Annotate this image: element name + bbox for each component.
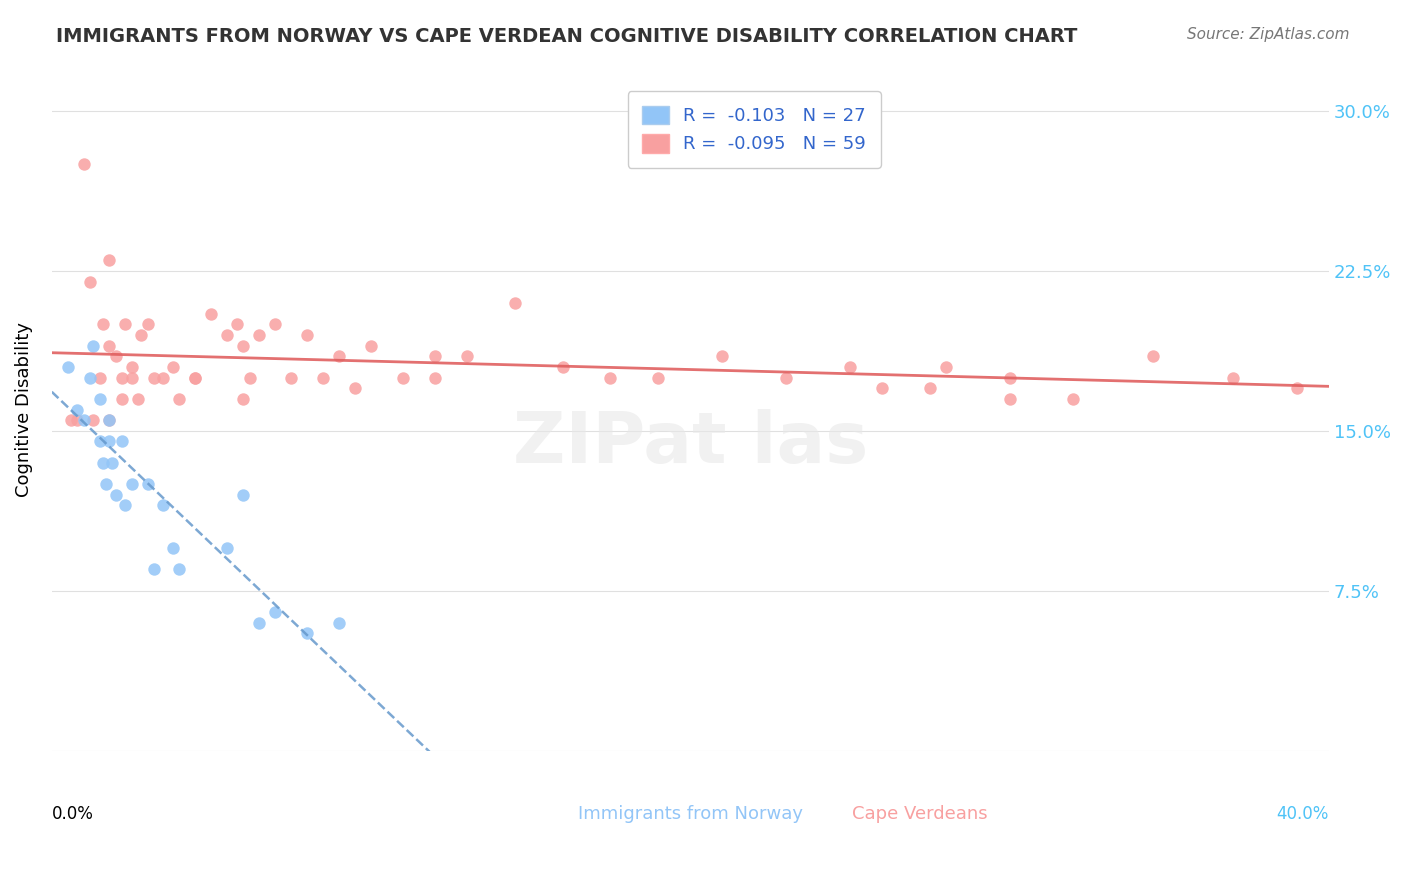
Point bbox=[59, 413, 82, 427]
Text: 0.0%: 0.0% bbox=[52, 805, 94, 823]
Point bbox=[295, 327, 318, 342]
Point bbox=[73, 157, 96, 171]
Point bbox=[66, 413, 89, 427]
Point bbox=[998, 370, 1021, 384]
Point bbox=[66, 402, 89, 417]
Point bbox=[91, 318, 114, 332]
Point bbox=[239, 370, 262, 384]
Point bbox=[423, 370, 446, 384]
Point bbox=[775, 370, 797, 384]
Point bbox=[121, 359, 143, 374]
Point bbox=[82, 338, 104, 352]
Point bbox=[98, 413, 121, 427]
Text: IMMIGRANTS FROM NORWAY VS CAPE VERDEAN COGNITIVE DISABILITY CORRELATION CHART: IMMIGRANTS FROM NORWAY VS CAPE VERDEAN C… bbox=[56, 27, 1077, 45]
Point bbox=[111, 434, 134, 449]
Point bbox=[98, 338, 121, 352]
Point bbox=[217, 327, 239, 342]
Point bbox=[104, 488, 127, 502]
Point bbox=[169, 562, 191, 576]
Point bbox=[935, 359, 957, 374]
Point bbox=[82, 413, 104, 427]
Point bbox=[162, 541, 184, 555]
Point bbox=[152, 370, 174, 384]
Point bbox=[184, 370, 207, 384]
Point bbox=[98, 253, 121, 268]
Point bbox=[79, 370, 101, 384]
Point bbox=[101, 456, 124, 470]
Point bbox=[503, 296, 526, 310]
Point bbox=[232, 488, 254, 502]
Point bbox=[73, 413, 96, 427]
Point bbox=[247, 615, 270, 630]
Text: Cape Verdeans: Cape Verdeans bbox=[852, 805, 988, 823]
Point bbox=[142, 562, 165, 576]
Point bbox=[328, 349, 350, 363]
Point bbox=[217, 541, 239, 555]
Point bbox=[127, 392, 149, 406]
Point bbox=[838, 359, 860, 374]
Point bbox=[1142, 349, 1164, 363]
Point bbox=[551, 359, 574, 374]
Point bbox=[1062, 392, 1084, 406]
Point bbox=[295, 626, 318, 640]
Point bbox=[280, 370, 302, 384]
Point bbox=[392, 370, 415, 384]
Point bbox=[232, 338, 254, 352]
Point bbox=[456, 349, 478, 363]
Point bbox=[136, 318, 159, 332]
Text: Immigrants from Norway: Immigrants from Norway bbox=[578, 805, 803, 823]
Legend: R =  -0.103   N = 27, R =  -0.095   N = 59: R = -0.103 N = 27, R = -0.095 N = 59 bbox=[627, 91, 880, 168]
Point bbox=[114, 499, 136, 513]
Point bbox=[344, 381, 367, 395]
Point bbox=[114, 318, 136, 332]
Point bbox=[200, 307, 222, 321]
Point bbox=[184, 370, 207, 384]
Point bbox=[312, 370, 335, 384]
Text: 40.0%: 40.0% bbox=[1277, 805, 1329, 823]
Point bbox=[111, 370, 134, 384]
Point bbox=[264, 605, 287, 619]
Point bbox=[121, 370, 143, 384]
Point bbox=[111, 392, 134, 406]
Point bbox=[89, 434, 111, 449]
Text: Source: ZipAtlas.com: Source: ZipAtlas.com bbox=[1187, 27, 1350, 42]
Point bbox=[232, 392, 254, 406]
Text: ZIPat las: ZIPat las bbox=[513, 409, 868, 478]
Point bbox=[162, 359, 184, 374]
Point bbox=[328, 615, 350, 630]
Point bbox=[1222, 370, 1244, 384]
Point bbox=[998, 392, 1021, 406]
Point bbox=[136, 477, 159, 491]
Point bbox=[129, 327, 152, 342]
Point bbox=[152, 499, 174, 513]
Point bbox=[89, 370, 111, 384]
Point bbox=[98, 434, 121, 449]
Point bbox=[1285, 381, 1308, 395]
Point bbox=[423, 349, 446, 363]
Point bbox=[142, 370, 165, 384]
Point bbox=[89, 392, 111, 406]
Point bbox=[711, 349, 734, 363]
Point bbox=[94, 477, 117, 491]
Point bbox=[599, 370, 621, 384]
Point bbox=[647, 370, 669, 384]
Point bbox=[98, 413, 121, 427]
Point bbox=[918, 381, 941, 395]
Point bbox=[121, 477, 143, 491]
Point bbox=[247, 327, 270, 342]
Point bbox=[104, 349, 127, 363]
Point bbox=[870, 381, 893, 395]
Point bbox=[264, 318, 287, 332]
Point bbox=[226, 318, 249, 332]
Point bbox=[169, 392, 191, 406]
Point bbox=[79, 275, 101, 289]
Point bbox=[360, 338, 382, 352]
Point bbox=[56, 359, 79, 374]
Y-axis label: Cognitive Disability: Cognitive Disability bbox=[15, 322, 32, 497]
Point bbox=[91, 456, 114, 470]
